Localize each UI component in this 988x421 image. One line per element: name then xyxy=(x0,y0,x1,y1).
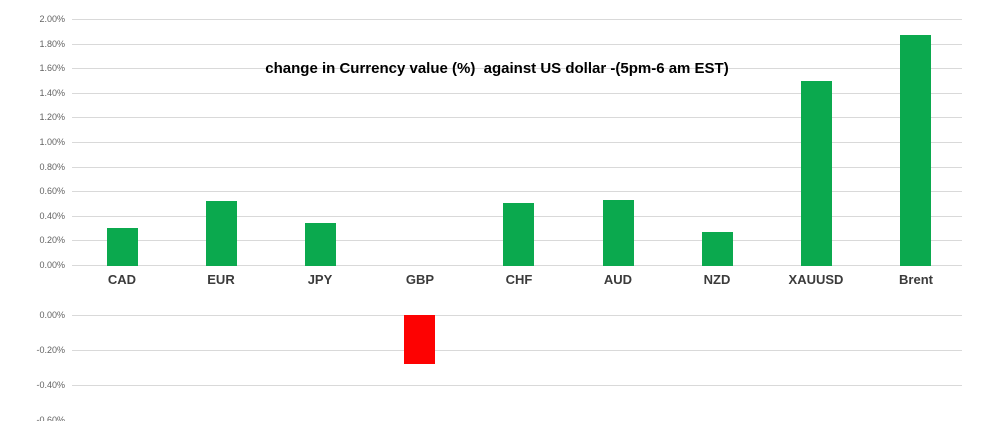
gridline xyxy=(72,385,962,386)
gridline xyxy=(72,167,962,168)
y-axis-tick-label: 1.00% xyxy=(39,137,65,147)
category-label: XAUUSD xyxy=(788,272,844,287)
category-label: JPY xyxy=(307,272,333,287)
category-label: NZD xyxy=(703,272,731,287)
bar-gbp xyxy=(404,315,435,364)
gridline xyxy=(72,117,962,118)
y-axis-tick-label: 0.80% xyxy=(39,162,65,172)
y-axis-tick-label: 1.80% xyxy=(39,39,65,49)
gridline xyxy=(72,315,962,316)
y-axis-tick-label: 0.40% xyxy=(39,211,65,221)
gridline xyxy=(72,44,962,45)
gridline xyxy=(72,93,962,94)
y-axis-tick-label: 0.00% xyxy=(39,310,65,320)
bar-nzd xyxy=(702,232,733,266)
y-axis-tick-label: 1.20% xyxy=(39,112,65,122)
gridline xyxy=(72,350,962,351)
bar-chf xyxy=(503,203,534,266)
category-label: AUD xyxy=(603,272,633,287)
y-axis-tick-label: 2.00% xyxy=(39,14,65,24)
y-axis-tick-label: -0.60% xyxy=(36,415,65,421)
y-axis-tick-label: 1.40% xyxy=(39,88,65,98)
category-label: EUR xyxy=(207,272,235,287)
bar-eur xyxy=(206,201,237,266)
y-axis-tick-label: 1.60% xyxy=(39,63,65,73)
y-axis-tick-label: 0.60% xyxy=(39,186,65,196)
gridline xyxy=(72,142,962,143)
bar-aud xyxy=(603,200,634,266)
y-axis-tick-label: 0.20% xyxy=(39,235,65,245)
category-label: CHF xyxy=(505,272,533,287)
y-axis-tick-label: -0.20% xyxy=(36,345,65,355)
category-label: Brent xyxy=(899,272,933,287)
bar-jpy xyxy=(305,223,336,266)
y-axis-tick-label: -0.40% xyxy=(36,380,65,390)
bar-brent xyxy=(900,35,931,266)
y-axis-tick-label: 0.00% xyxy=(39,260,65,270)
bar-cad xyxy=(107,228,138,266)
chart-title: change in Currency value (%) against US … xyxy=(265,60,729,77)
gridline xyxy=(72,68,962,69)
bar-xauusd xyxy=(801,81,832,266)
gridline xyxy=(72,19,962,20)
category-label: GBP xyxy=(405,272,435,287)
gridline xyxy=(72,191,962,192)
category-label: CAD xyxy=(107,272,137,287)
